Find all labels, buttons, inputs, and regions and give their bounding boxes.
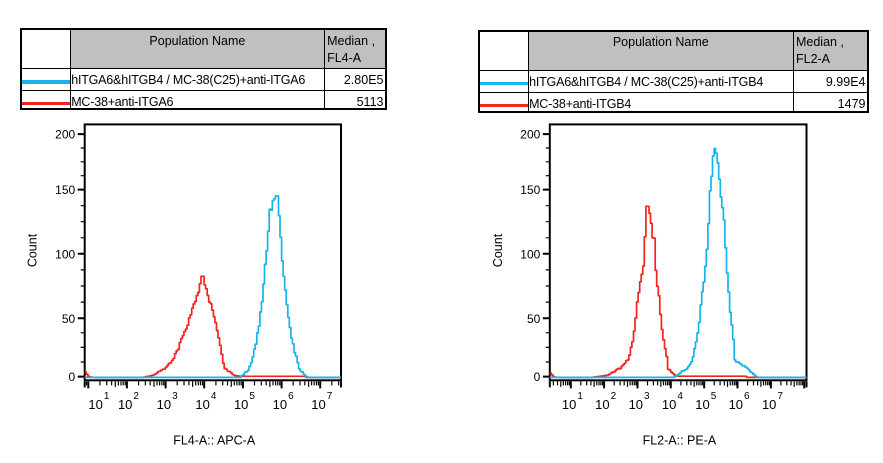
svg-text:100: 100: [520, 247, 540, 261]
svg-text:150: 150: [520, 183, 540, 197]
svg-text:6: 6: [744, 391, 750, 402]
svg-text:FL4-A:: APC-A: FL4-A:: APC-A: [173, 433, 256, 447]
svg-text:2: 2: [133, 391, 139, 402]
svg-text:3: 3: [172, 391, 178, 402]
svg-text:10: 10: [157, 397, 171, 412]
svg-text:5: 5: [711, 391, 717, 402]
svg-text:4: 4: [677, 391, 683, 402]
svg-text:10: 10: [273, 397, 287, 412]
svg-text:1: 1: [577, 391, 583, 402]
svg-text:Count: Count: [26, 233, 40, 267]
svg-text:200: 200: [520, 128, 540, 142]
svg-text:10: 10: [234, 397, 248, 412]
svg-text:100: 100: [55, 247, 75, 261]
svg-text:Count: Count: [491, 233, 505, 267]
svg-text:10: 10: [729, 397, 743, 412]
svg-text:10: 10: [118, 397, 132, 412]
svg-text:10: 10: [88, 397, 102, 412]
svg-text:3: 3: [644, 391, 650, 402]
svg-text:10: 10: [311, 397, 325, 412]
svg-text:2: 2: [611, 391, 617, 402]
svg-text:FL2-A:: PE-A: FL2-A:: PE-A: [643, 433, 717, 447]
svg-text:50: 50: [527, 312, 541, 326]
svg-text:200: 200: [55, 128, 75, 142]
svg-text:7: 7: [327, 391, 333, 402]
svg-text:0: 0: [534, 370, 541, 384]
svg-text:10: 10: [562, 397, 576, 412]
svg-text:1: 1: [104, 391, 110, 402]
svg-text:50: 50: [62, 312, 76, 326]
svg-text:6: 6: [288, 391, 294, 402]
svg-text:10: 10: [662, 397, 676, 412]
svg-text:7: 7: [777, 391, 783, 402]
svg-text:10: 10: [195, 397, 209, 412]
svg-text:10: 10: [595, 397, 609, 412]
svg-text:10: 10: [695, 397, 709, 412]
svg-text:150: 150: [55, 183, 75, 197]
svg-text:10: 10: [629, 397, 643, 412]
svg-text:4: 4: [211, 391, 217, 402]
svg-text:0: 0: [69, 370, 76, 384]
svg-text:5: 5: [249, 391, 255, 402]
svg-text:10: 10: [762, 397, 776, 412]
